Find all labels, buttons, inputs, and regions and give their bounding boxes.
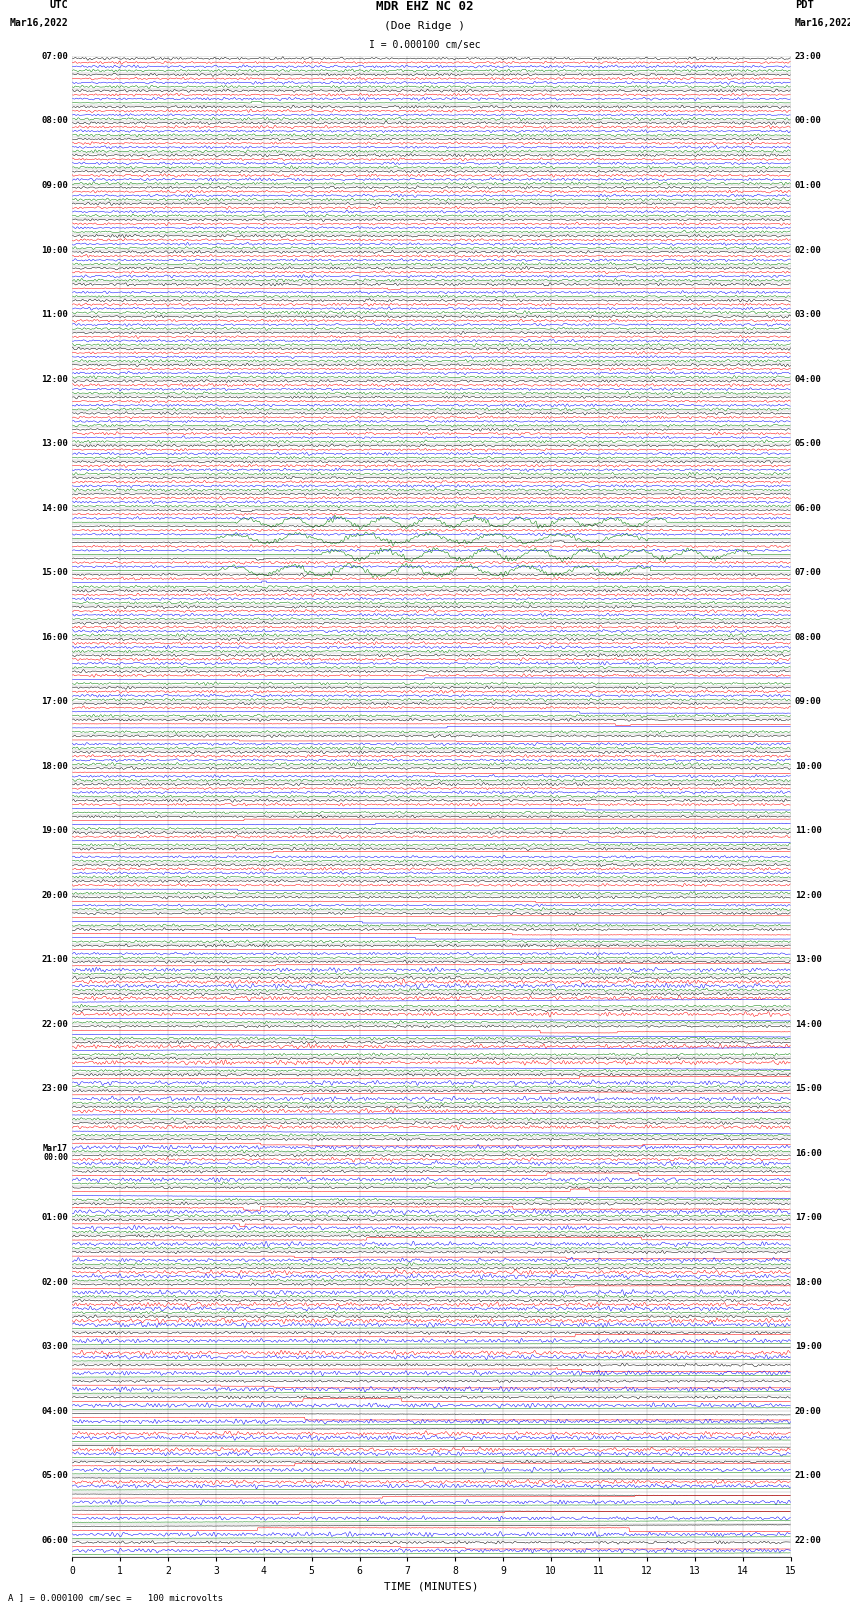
Text: A ] = 0.000100 cm/sec =   100 microvolts: A ] = 0.000100 cm/sec = 100 microvolts (8, 1592, 224, 1602)
Text: 07:00: 07:00 (41, 52, 68, 61)
Text: 01:00: 01:00 (41, 1213, 68, 1223)
Text: 18:00: 18:00 (795, 1277, 822, 1287)
X-axis label: TIME (MINUTES): TIME (MINUTES) (384, 1581, 479, 1590)
Text: 08:00: 08:00 (41, 116, 68, 126)
Text: Mar17: Mar17 (43, 1144, 68, 1153)
Text: 00:00: 00:00 (795, 116, 822, 126)
Text: 15:00: 15:00 (795, 1084, 822, 1094)
Text: 09:00: 09:00 (795, 697, 822, 706)
Text: 11:00: 11:00 (795, 826, 822, 836)
Text: 19:00: 19:00 (795, 1342, 822, 1352)
Text: 12:00: 12:00 (41, 374, 68, 384)
Text: 22:00: 22:00 (795, 1536, 822, 1545)
Text: 09:00: 09:00 (41, 181, 68, 190)
Text: 20:00: 20:00 (795, 1407, 822, 1416)
Text: 05:00: 05:00 (795, 439, 822, 448)
Text: 17:00: 17:00 (795, 1213, 822, 1223)
Text: 18:00: 18:00 (41, 761, 68, 771)
Text: 21:00: 21:00 (795, 1471, 822, 1481)
Text: 08:00: 08:00 (795, 632, 822, 642)
Text: 02:00: 02:00 (795, 245, 822, 255)
Text: 16:00: 16:00 (41, 632, 68, 642)
Text: 14:00: 14:00 (795, 1019, 822, 1029)
Text: PDT: PDT (795, 0, 813, 10)
Text: 00:00: 00:00 (43, 1153, 68, 1163)
Text: 23:00: 23:00 (41, 1084, 68, 1094)
Text: 06:00: 06:00 (41, 1536, 68, 1545)
Text: 04:00: 04:00 (795, 374, 822, 384)
Text: 10:00: 10:00 (41, 245, 68, 255)
Text: 02:00: 02:00 (41, 1277, 68, 1287)
Text: 07:00: 07:00 (795, 568, 822, 577)
Text: 10:00: 10:00 (795, 761, 822, 771)
Text: 23:00: 23:00 (795, 52, 822, 61)
Text: 04:00: 04:00 (41, 1407, 68, 1416)
Text: 15:00: 15:00 (41, 568, 68, 577)
Text: MDR EHZ NC 02: MDR EHZ NC 02 (377, 0, 473, 13)
Text: 01:00: 01:00 (795, 181, 822, 190)
Text: Mar16,2022: Mar16,2022 (9, 18, 68, 27)
Text: 16:00: 16:00 (795, 1148, 822, 1158)
Text: 03:00: 03:00 (41, 1342, 68, 1352)
Text: 05:00: 05:00 (41, 1471, 68, 1481)
Text: 20:00: 20:00 (41, 890, 68, 900)
Text: 17:00: 17:00 (41, 697, 68, 706)
Text: 13:00: 13:00 (795, 955, 822, 965)
Text: 14:00: 14:00 (41, 503, 68, 513)
Text: I = 0.000100 cm/sec: I = 0.000100 cm/sec (369, 40, 481, 50)
Text: 11:00: 11:00 (41, 310, 68, 319)
Text: 06:00: 06:00 (795, 503, 822, 513)
Text: 22:00: 22:00 (41, 1019, 68, 1029)
Text: 03:00: 03:00 (795, 310, 822, 319)
Text: (Doe Ridge ): (Doe Ridge ) (384, 21, 466, 31)
Text: UTC: UTC (49, 0, 68, 10)
Text: Mar16,2022: Mar16,2022 (795, 18, 850, 27)
Text: 13:00: 13:00 (41, 439, 68, 448)
Text: 12:00: 12:00 (795, 890, 822, 900)
Text: 19:00: 19:00 (41, 826, 68, 836)
Text: 21:00: 21:00 (41, 955, 68, 965)
